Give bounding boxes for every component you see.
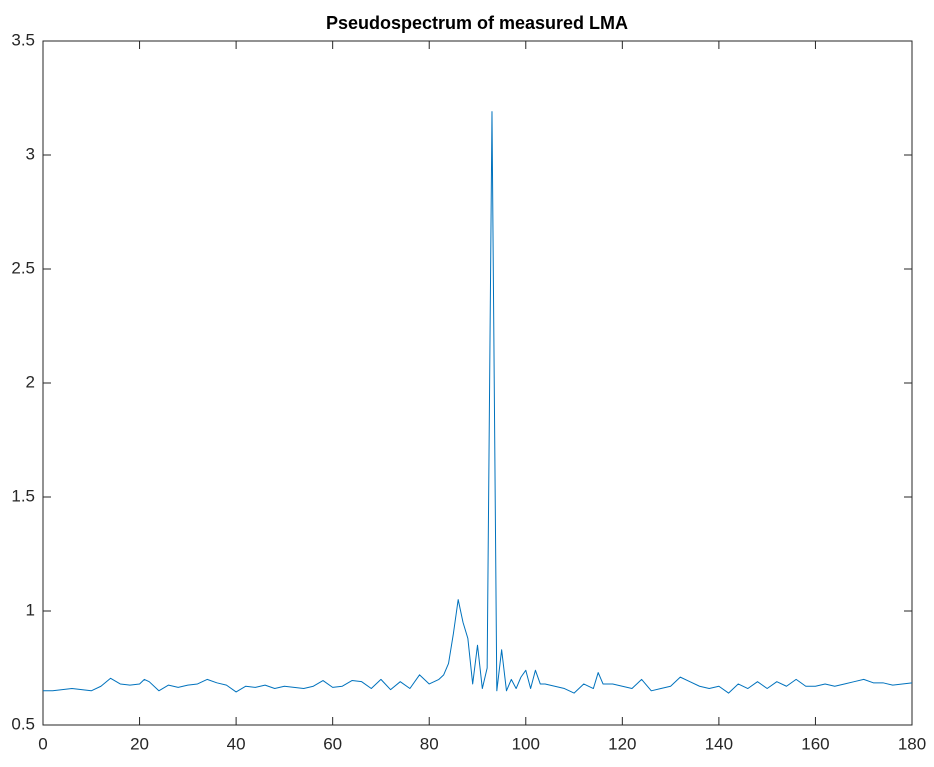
y-tick-label: 0.5 [11, 714, 35, 733]
x-tick-label: 20 [130, 734, 149, 753]
x-tick-label: 160 [801, 734, 829, 753]
x-tick-label: 60 [323, 734, 342, 753]
y-tick-label: 3 [26, 144, 35, 163]
plot-area [42, 40, 913, 726]
y-tick-label: 1 [26, 600, 35, 619]
data-line [43, 111, 913, 694]
y-tick-label: 3.5 [11, 30, 35, 49]
x-tick-label: 180 [898, 734, 926, 753]
y-tick-label: 2 [26, 372, 35, 391]
x-tick-label: 0 [38, 734, 47, 753]
y-tick-label: 1.5 [11, 486, 35, 505]
x-tick-label: 80 [420, 734, 439, 753]
y-tick-label: 2.5 [11, 258, 35, 277]
x-tick-label: 100 [512, 734, 540, 753]
chart-title: Pseudospectrum of measured LMA [326, 13, 628, 33]
x-tick-label: 140 [705, 734, 733, 753]
x-tick-label: 40 [227, 734, 246, 753]
x-tick-label: 120 [608, 734, 636, 753]
